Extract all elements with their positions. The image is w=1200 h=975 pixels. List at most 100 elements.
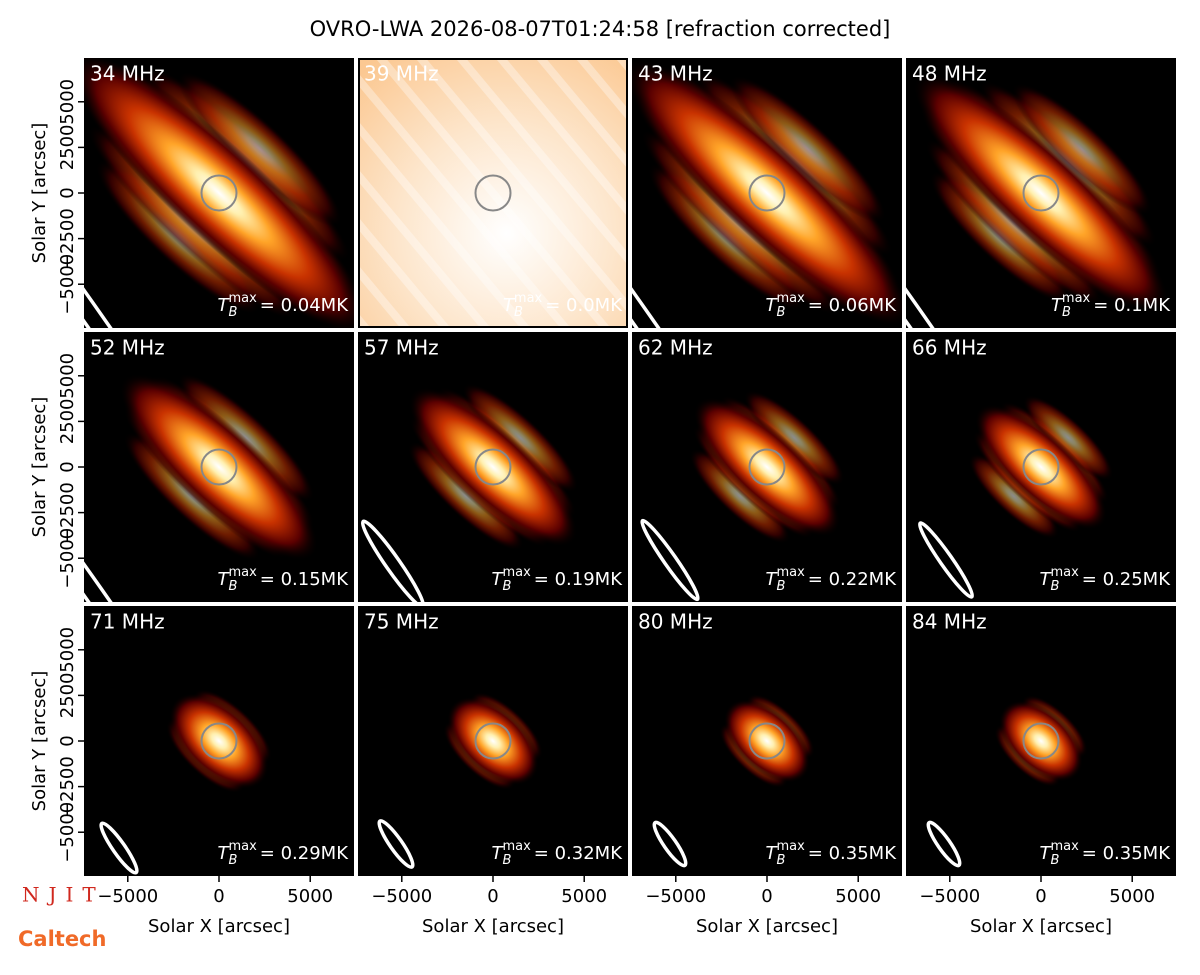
tb-sub: B (1062, 305, 1071, 320)
tb-sup: max (228, 839, 257, 854)
tb-annotation: TBmax = 0.04MK (218, 291, 350, 320)
image-stripe (744, 390, 845, 486)
panel (84, 332, 354, 602)
beam (84, 469, 183, 602)
beam (926, 820, 962, 868)
y-tick-label: 0 (57, 187, 78, 198)
panel (632, 606, 902, 876)
image-stripe (968, 453, 1059, 539)
beam (917, 521, 975, 599)
image-stripe (177, 71, 343, 227)
tb-symbol: T (1040, 569, 1053, 590)
tb-sup: max (776, 291, 805, 306)
tb-sup: max (228, 291, 257, 306)
tb-annotation: TBmax = 0.29MK (218, 839, 350, 868)
x-tick-label: −5000 (371, 886, 432, 907)
tb-symbol: T (218, 295, 231, 316)
x-tick-label: −5000 (645, 886, 706, 907)
tb-sup: max (502, 839, 531, 854)
tb-sup: max (1050, 565, 1079, 580)
image-stripe (729, 75, 887, 223)
image-stripe (1011, 83, 1153, 216)
panel (358, 332, 628, 602)
panel (906, 332, 1176, 602)
tb-sub: B (777, 579, 786, 594)
beam (906, 178, 1016, 328)
panel (632, 332, 902, 602)
tb-value: = 0.25MK (1082, 569, 1171, 590)
image-source (975, 404, 1107, 530)
tb-symbol: T (492, 843, 505, 864)
tb-symbol: T (766, 295, 779, 316)
panel-label: 84 MHz (912, 610, 987, 634)
image-source (693, 397, 841, 537)
y-tick-label: −5000 (57, 802, 78, 863)
y-tick-label: 2500 (57, 124, 78, 170)
solar-limb (1022, 448, 1060, 486)
tb-annotation: TBmax = 0.25MK (1040, 565, 1172, 594)
panel (84, 58, 354, 328)
panel-label: 80 MHz (638, 610, 713, 634)
tb-annotation: TBmax = 0.1MK (1051, 291, 1171, 320)
tb-symbol: T (492, 569, 505, 590)
panel (906, 606, 1176, 876)
y-tick-label: −2500 (57, 482, 78, 543)
solar-limb (200, 448, 238, 486)
logo-njit: NJIT (22, 883, 105, 907)
image-source (723, 699, 811, 783)
y-axis-label: Solar Y [arcsec] (29, 123, 50, 264)
beam (652, 820, 688, 868)
tb-sub: B (1051, 853, 1060, 868)
panel-label: 66 MHz (912, 336, 987, 360)
panel-label: 39 MHz (364, 62, 439, 86)
tb-sub: B (229, 579, 238, 594)
y-axis-label: Solar Y [arcsec] (29, 671, 50, 812)
image-source (999, 700, 1083, 782)
solar-limb (748, 174, 786, 212)
image-source (632, 59, 902, 327)
panel (84, 606, 354, 876)
x-tick-label: 0 (213, 886, 224, 907)
x-tick-label: 0 (1035, 886, 1046, 907)
tb-sub: B (1051, 579, 1060, 594)
tb-value: = 0.29MK (260, 843, 349, 864)
image-streak (358, 120, 531, 328)
tb-symbol: T (766, 569, 779, 590)
panel (632, 58, 902, 328)
beam (360, 519, 426, 602)
tb-symbol: T (218, 843, 231, 864)
tb-sup: max (228, 565, 257, 580)
tb-annotation: TBmax = 0.35MK (766, 839, 898, 868)
beam (84, 178, 194, 328)
panel (358, 606, 628, 876)
tb-sup: max (502, 565, 531, 580)
y-tick-label: −5000 (57, 254, 78, 315)
image-source (447, 696, 539, 786)
beam (640, 518, 700, 602)
tb-value: = 0.19MK (534, 569, 623, 590)
y-axis-label: Solar Y [arcsec] (29, 397, 50, 538)
solar-limb (200, 174, 238, 212)
tb-annotation: TBmax = 0.22MK (766, 565, 898, 594)
tb-annotation: TBmax = 0.19MK (492, 565, 624, 594)
tb-value: = 0.35MK (808, 843, 897, 864)
image-streak (358, 168, 491, 328)
image-stripe (407, 441, 524, 551)
y-tick-label: −2500 (57, 208, 78, 269)
beam (632, 178, 742, 328)
y-tick-label: 5000 (57, 79, 78, 125)
tb-value: = 0.35MK (1082, 843, 1171, 864)
y-tick-label: 0 (57, 461, 78, 472)
x-axis-label: Solar X [arcsec] (696, 916, 838, 937)
solar-limb (200, 722, 238, 760)
logo-caltech: Caltech (18, 927, 106, 951)
solar-limb (748, 722, 786, 760)
tb-sub: B (503, 579, 512, 594)
image-stripe (462, 383, 579, 493)
solar-limb (474, 174, 512, 212)
tb-symbol: T (503, 295, 516, 316)
tb-value: = 0.04MK (260, 295, 349, 316)
image-streak (358, 72, 571, 328)
x-tick-label: −5000 (97, 886, 158, 907)
image-streak (495, 58, 628, 218)
